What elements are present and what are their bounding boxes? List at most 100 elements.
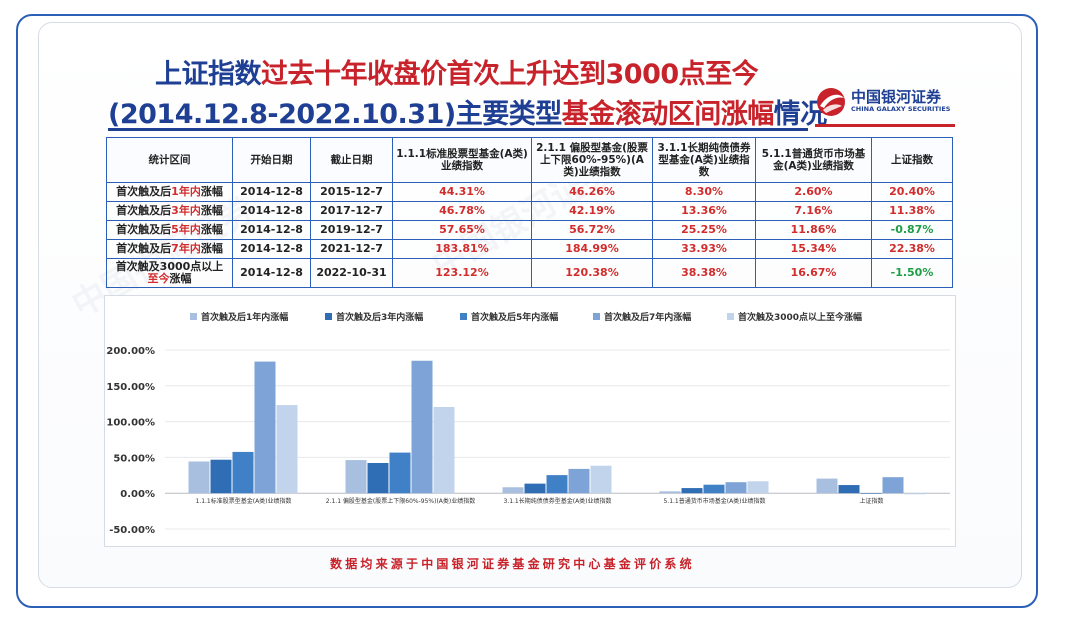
- x-category-label: 3.1.1长期纯债债券型基金(A类)业绩指数: [503, 497, 611, 505]
- legend-swatch: [460, 313, 467, 320]
- value-cell: -1.50%: [871, 258, 953, 288]
- bar: [882, 477, 904, 494]
- y-tick-label: 50.00%: [113, 453, 155, 464]
- bar: [816, 478, 838, 494]
- end-date-cell: 2019-12-7: [310, 220, 393, 240]
- table-row: 首次触及后1年内涨幅 2014-12-8 2015-12-7 44.31% 46…: [106, 182, 953, 202]
- bar: [188, 461, 210, 494]
- bar: [725, 482, 747, 494]
- y-tick-label: -50.00%: [109, 525, 155, 536]
- bar: [254, 361, 276, 494]
- legend-swatch: [727, 313, 734, 320]
- legend-swatch: [593, 313, 600, 320]
- bar: [747, 481, 769, 494]
- value-cell: 42.19%: [531, 201, 653, 221]
- period-cell: 首次触及后5年内涨幅: [106, 220, 233, 240]
- company-logo: 中国银河证券 CHINA GALAXY SECURITIES: [815, 82, 955, 127]
- bar-chart-panel: 200.00% 150.00% 100.00% 50.00% 0.00% -50.00% 首…: [104, 295, 956, 547]
- legend-label: 首次触及后3年内涨幅: [336, 311, 423, 323]
- bar: [232, 451, 254, 494]
- legend-label: 首次触及后5年内涨幅: [471, 311, 558, 323]
- table-header: 5.1.1普通货币市场基金(A类)业绩指数: [755, 137, 872, 183]
- value-cell: 16.67%: [755, 258, 872, 288]
- table-header: 开始日期: [232, 137, 311, 183]
- value-cell: 33.93%: [652, 239, 756, 259]
- bar: [502, 487, 524, 494]
- end-date-cell: 2015-12-7: [310, 182, 393, 202]
- value-cell: 46.78%: [392, 201, 532, 221]
- x-category-label: 上证指数: [859, 497, 883, 505]
- value-cell: 57.65%: [392, 220, 532, 240]
- bar: [838, 485, 860, 494]
- bar: [681, 488, 703, 494]
- end-date-cell: 2022-10-31: [310, 258, 393, 288]
- value-cell: 7.16%: [755, 201, 872, 221]
- period-cell: 首次触及后3年内涨幅: [106, 201, 233, 221]
- title-underline: [108, 128, 808, 131]
- bar-chart: 200.00% 150.00% 100.00% 50.00% 0.00% -50.00% 首…: [106, 311, 950, 536]
- value-cell: 123.12%: [392, 258, 532, 288]
- table-row: 首次触及3000点以上 至今涨幅 2014-12-8 2022-10-31 123…: [106, 258, 953, 288]
- legend-swatch: [190, 313, 197, 320]
- value-cell: 20.40%: [871, 182, 953, 202]
- bar: [659, 491, 681, 494]
- bar: [276, 405, 298, 494]
- bar: [345, 460, 367, 494]
- table-row: 首次触及后7年内涨幅 2014-12-8 2021-12-7 183.81% 1…: [106, 239, 953, 259]
- legend-swatch: [325, 313, 332, 320]
- bar: [703, 484, 725, 494]
- value-cell: 8.30%: [652, 182, 756, 202]
- x-category-label: 5.1.1普通货币市场基金(A类)业绩指数: [663, 497, 765, 505]
- bar: [904, 493, 926, 495]
- period-cell: 首次触及3000点以上 至今涨幅: [106, 258, 233, 288]
- bar: [210, 459, 232, 494]
- table-row: 首次触及后3年内涨幅 2014-12-8 2017-12-7 46.78% 42…: [106, 201, 953, 221]
- value-cell: 25.25%: [652, 220, 756, 240]
- period-cell: 首次触及后1年内涨幅: [106, 182, 233, 202]
- performance-table: 统计区间 开始日期 截止日期 1.1.1标准股票型基金(A类)业绩指数 2.1.…: [106, 137, 953, 288]
- value-cell: 120.38%: [531, 258, 653, 288]
- end-date-cell: 2021-12-7: [310, 239, 393, 259]
- legend-label: 首次触及后1年内涨幅: [201, 311, 288, 323]
- value-cell: 11.38%: [871, 201, 953, 221]
- table-header: 3.1.1长期纯债债券型基金(A类)业绩指数: [652, 137, 756, 183]
- start-date-cell: 2014-12-8: [232, 201, 311, 221]
- table-header: 1.1.1标准股票型基金(A类)业绩指数: [392, 137, 532, 183]
- y-tick-label: 100.00%: [106, 418, 155, 429]
- bar: [389, 452, 411, 494]
- table-header: 统计区间: [106, 137, 233, 183]
- logo-english-name: CHINA GALAXY SECURITIES: [851, 105, 951, 113]
- data-source-footer: 数据均来源于中国银河证券基金研究中心基金评价系统: [330, 557, 695, 571]
- end-date-cell: 2017-12-7: [310, 201, 393, 221]
- table-header: 上证指数: [871, 137, 953, 183]
- logo-underline: [815, 124, 955, 127]
- table-header: 截止日期: [310, 137, 393, 183]
- period-cell: 首次触及后7年内涨幅: [106, 239, 233, 259]
- legend-label: 首次触及3000点以上至今涨幅: [738, 311, 862, 323]
- start-date-cell: 2014-12-8: [232, 182, 311, 202]
- table-header: 2.1.1 偏股型基金(股票上下限60%-95%)(A类)业绩指数: [531, 137, 653, 183]
- bar: [367, 462, 389, 494]
- value-cell: 13.36%: [652, 201, 756, 221]
- value-cell: 15.34%: [755, 239, 872, 259]
- value-cell: -0.87%: [871, 220, 953, 240]
- logo-name: 中国银河证券: [851, 88, 942, 106]
- galaxy-logo-icon: [817, 88, 845, 116]
- bar: [590, 465, 612, 494]
- value-cell: 183.81%: [392, 239, 532, 259]
- value-cell: 184.99%: [531, 239, 653, 259]
- value-cell: 11.86%: [755, 220, 872, 240]
- bar: [568, 468, 590, 494]
- start-date-cell: 2014-12-8: [232, 220, 311, 240]
- value-cell: 56.72%: [531, 220, 653, 240]
- table-row: 首次触及后5年内涨幅 2014-12-8 2019-12-7 57.65% 56…: [106, 220, 953, 240]
- y-tick-label: 150.00%: [106, 382, 155, 393]
- value-cell: 38.38%: [652, 258, 756, 288]
- page-title-line1: 上证指数过去十年收盘价首次上升达到3000点至今: [155, 59, 759, 90]
- value-cell: 44.31%: [392, 182, 532, 202]
- start-date-cell: 2014-12-8: [232, 239, 311, 259]
- y-tick-label: 200.00%: [106, 346, 155, 357]
- page-title-line2: (2014.12.8-2022.10.31)主要类型基金滚动区间涨幅情况: [108, 99, 827, 130]
- x-category-label: 2.1.1 偏股型基金(股票上下限60%-95%)(A类)业绩指数: [326, 497, 475, 505]
- value-cell: 46.26%: [531, 182, 653, 202]
